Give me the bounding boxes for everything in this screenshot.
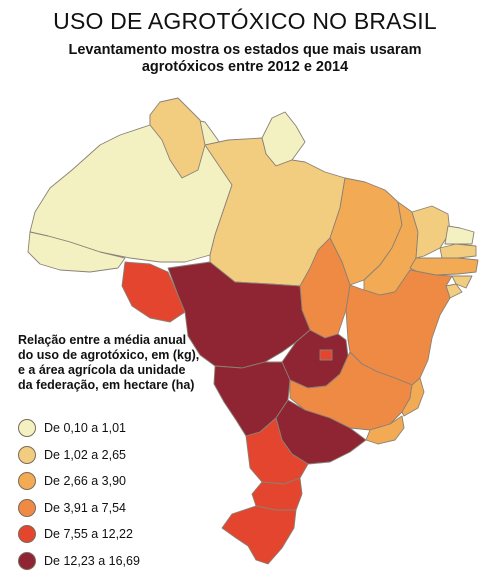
legend-swatch [18,446,36,464]
state-distrito-federal[interactable] [320,350,332,360]
legend-swatch [18,525,36,543]
legend-label: De 12,23 a 16,69 [44,554,140,568]
legend-item: De 0,10 a 1,01 [18,419,218,437]
legend-item: De 3,91 a 7,54 [18,499,218,517]
legend-swatch [18,419,36,437]
state-rio-grande-do-norte[interactable] [445,226,474,244]
legend-item: De 7,55 a 12,22 [18,525,218,543]
state-rio-grande-do-sul[interactable] [222,506,296,564]
legend: De 0,10 a 1,01 De 1,02 a 2,65 De 2,66 a … [18,419,218,578]
legend-label: De 1,02 a 2,65 [44,448,126,462]
legend-label: De 3,91 a 7,54 [44,501,126,515]
legend-item: De 2,66 a 3,90 [18,472,218,490]
legend-item: De 1,02 a 2,65 [18,446,218,464]
legend-swatch [18,499,36,517]
legend-swatch [18,472,36,490]
legend-label: De 2,66 a 3,90 [44,474,126,488]
state-paraiba[interactable] [440,244,476,258]
legend-title: Relação entre a média anual do uso de ag… [18,333,203,393]
legend-swatch [18,552,36,570]
legend-item: De 12,23 a 16,69 [18,552,218,570]
legend-label: De 0,10 a 1,01 [44,421,126,435]
legend-label: De 7,55 a 12,22 [44,527,133,541]
